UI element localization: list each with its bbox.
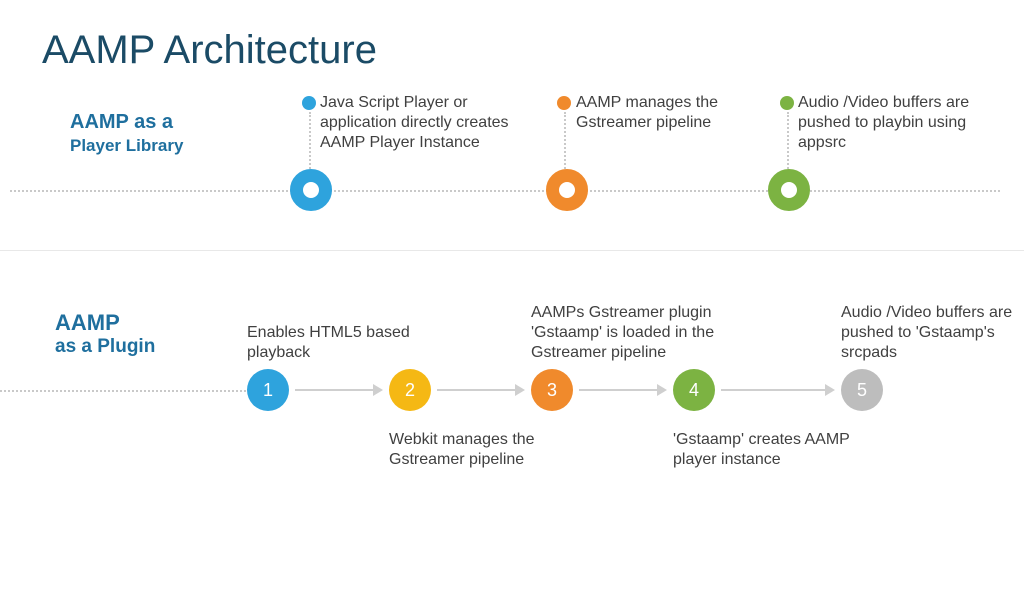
section2-step-number: 3 (547, 380, 557, 401)
section1-ring-icon (546, 169, 588, 211)
section2-step-circle: 3 (531, 369, 573, 411)
section1-dot-icon (780, 96, 794, 110)
section1-item-text: Java Script Player or application direct… (320, 93, 520, 153)
section1-dot-icon (302, 96, 316, 110)
section2-step-number: 1 (263, 380, 273, 401)
page-title: AAMP Architecture (42, 28, 377, 73)
section1-vertical-dots (787, 112, 789, 169)
section2-label-line2: as a Plugin (55, 336, 155, 359)
section1-dotted-line (10, 190, 1000, 192)
section1-ring-icon (290, 169, 332, 211)
section1-vertical-dots (564, 112, 566, 169)
section1-item-text: AAMP manages the Gstreamer pipeline (576, 93, 746, 133)
arrow-right-icon (295, 389, 383, 391)
section1-ring-icon (768, 169, 810, 211)
section-divider (0, 250, 1024, 251)
section1-dot-icon (557, 96, 571, 110)
section2-step-text: Audio /Video buffers are pushed to 'Gsta… (841, 303, 1024, 363)
section2-step-text: Enables HTML5 based playback (247, 323, 432, 363)
section2-step-circle: 4 (673, 369, 715, 411)
section2-step-text: AAMPs Gstreamer plugin 'Gstaamp' is load… (531, 303, 716, 363)
section2-step-circle: 5 (841, 369, 883, 411)
page-root: AAMP Architecture AAMP as a Player Libra… (0, 0, 1024, 591)
arrow-right-icon (437, 389, 525, 391)
section1-label-line2: Player Library (70, 135, 183, 156)
section2-step-number: 5 (857, 380, 867, 401)
section2-step-text: 'Gstaamp' creates AAMP player instance (673, 430, 858, 470)
section2-step-circle: 2 (389, 369, 431, 411)
section2-step-number: 4 (689, 380, 699, 401)
arrow-right-icon (721, 389, 835, 391)
section2-label: AAMP as a Plugin (55, 310, 155, 359)
section1-label: AAMP as a Player Library (70, 110, 183, 156)
section1-label-line1: AAMP as a (70, 110, 183, 135)
section2-step-number: 2 (405, 380, 415, 401)
section1-item-text: Audio /Video buffers are pushed to playb… (798, 93, 998, 153)
arrow-right-icon (579, 389, 667, 391)
section2-step-circle: 1 (247, 369, 289, 411)
section1-vertical-dots (309, 112, 311, 169)
section2-label-line1: AAMP (55, 310, 155, 336)
section2-dotted-line (0, 390, 250, 392)
section2-step-text: Webkit manages the Gstreamer pipeline (389, 430, 574, 470)
